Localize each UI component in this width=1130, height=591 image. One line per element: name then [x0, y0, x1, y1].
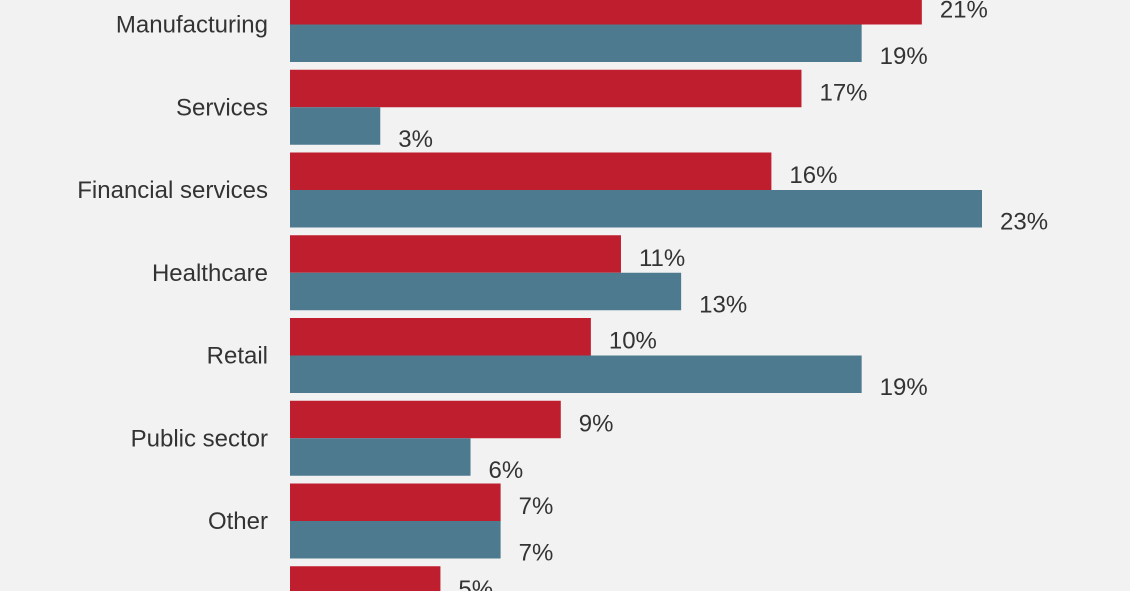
bar — [290, 318, 591, 356]
data-label: 17% — [819, 79, 867, 106]
category-label: Other — [208, 508, 268, 535]
data-label: 7% — [519, 493, 554, 520]
data-label: 19% — [880, 43, 928, 70]
bar — [290, 190, 982, 228]
data-label: 23% — [1000, 209, 1048, 236]
category-label: Healthcare — [152, 260, 268, 287]
bar — [290, 438, 471, 476]
data-label: 9% — [579, 410, 614, 437]
data-label: 11% — [639, 245, 685, 272]
bar — [290, 272, 682, 311]
bar — [290, 107, 381, 145]
category-label: Manufacturing — [116, 12, 268, 39]
data-label: 5% — [458, 576, 493, 591]
data-label: 21% — [940, 0, 988, 24]
bar — [290, 152, 772, 190]
category-label: Public sector — [131, 425, 268, 452]
bar — [290, 521, 501, 559]
category-label: Financial services — [77, 177, 268, 204]
bar — [290, 566, 441, 591]
bar — [290, 483, 501, 521]
data-label: 10% — [609, 328, 657, 355]
data-label: 13% — [699, 291, 747, 318]
bar — [290, 235, 621, 273]
data-label: 6% — [489, 457, 524, 484]
data-label: 16% — [789, 162, 837, 189]
bar — [290, 69, 802, 108]
data-label: 7% — [519, 540, 554, 567]
data-label: 19% — [880, 374, 928, 401]
bar — [290, 24, 862, 62]
category-label: Services — [176, 94, 268, 121]
bar — [290, 400, 561, 439]
category-label: Retail — [207, 343, 268, 370]
data-label: 3% — [398, 126, 433, 153]
bar — [290, 355, 862, 393]
bar — [290, 0, 922, 25]
